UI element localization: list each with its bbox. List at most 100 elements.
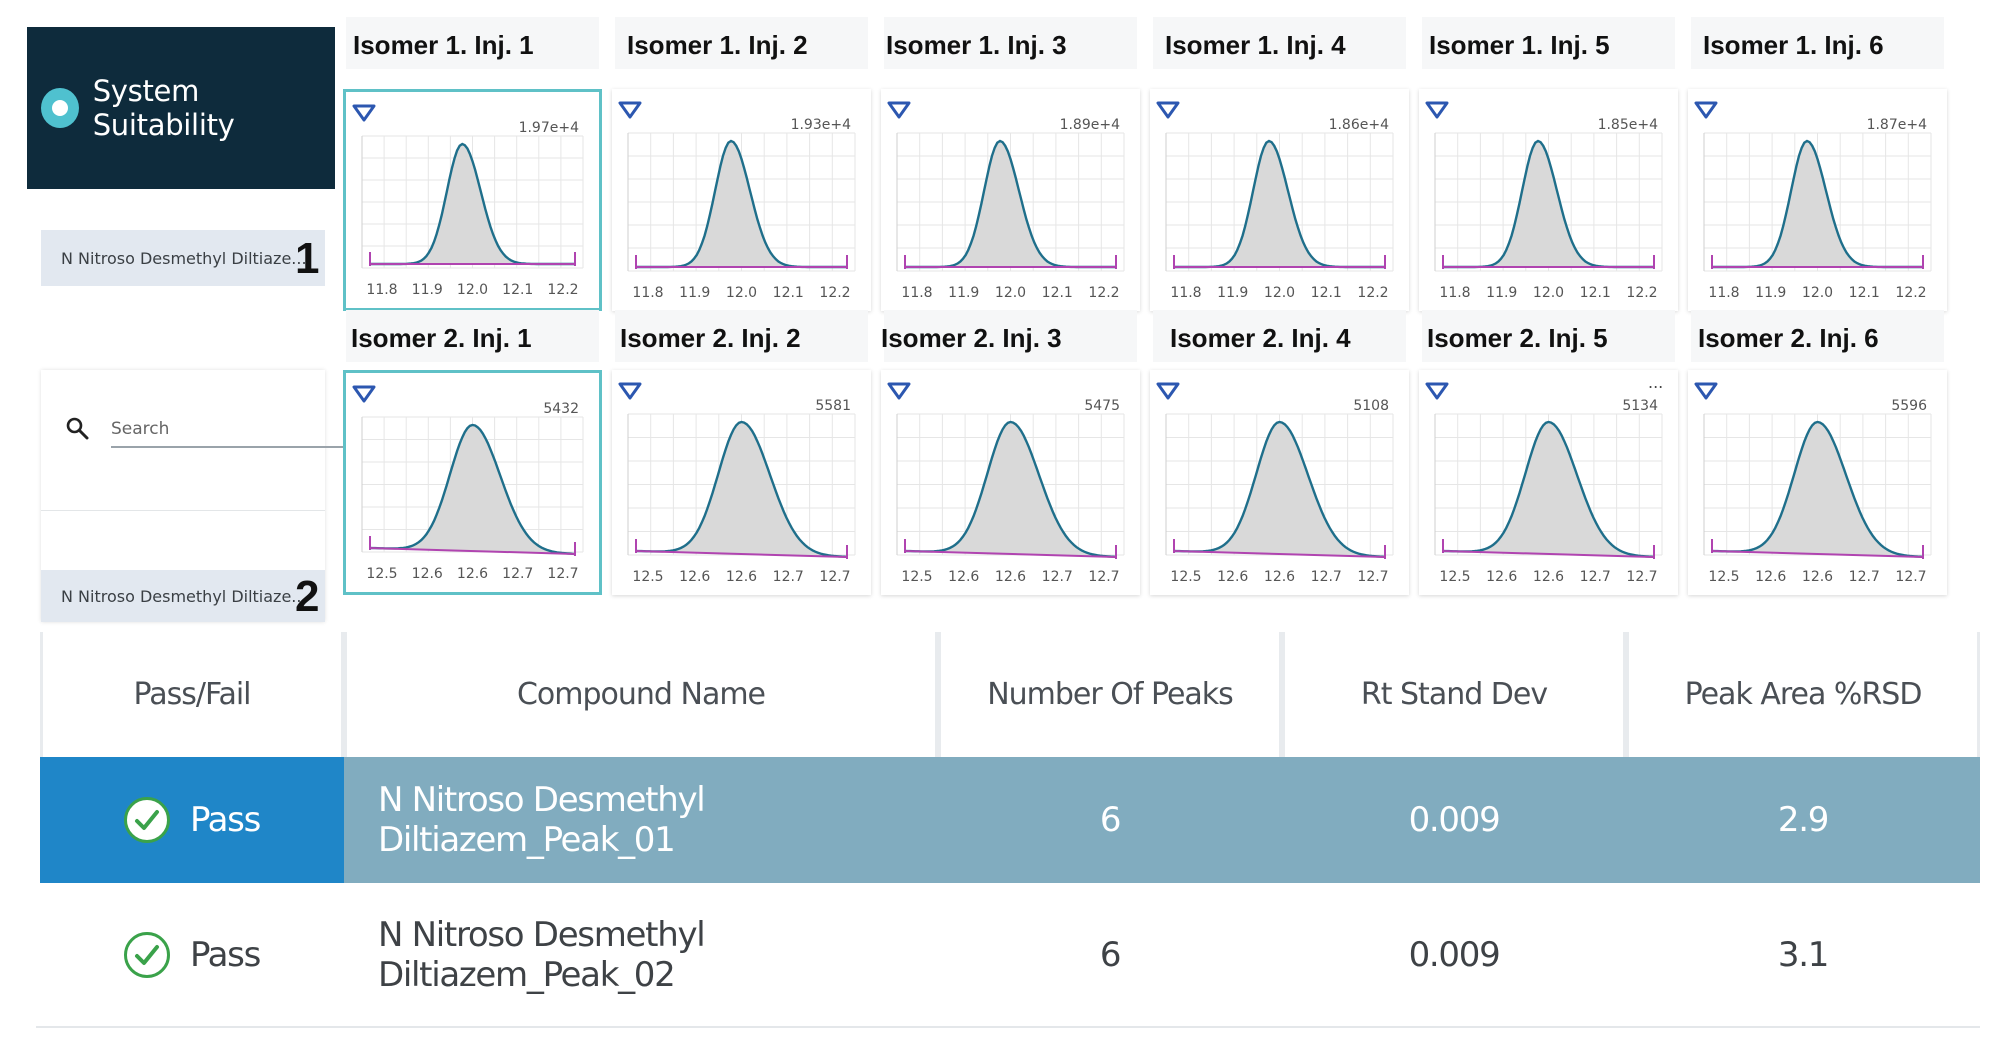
x-tick-label: 12.6 bbox=[1486, 569, 1517, 585]
x-tick-label: 12.7 bbox=[773, 569, 804, 585]
compound-marker-1: 1 bbox=[295, 234, 320, 283]
column-header-rt-stand-dev[interactable]: Rt Stand Dev bbox=[1282, 632, 1626, 757]
x-tick-label: 12.7 bbox=[1895, 569, 1926, 585]
more-options-icon[interactable]: ... bbox=[1648, 373, 1663, 392]
filter-triangle-icon[interactable] bbox=[1694, 382, 1718, 400]
chromatogram-chart: ... 5134 12.5 12.6 12.6 12.7 12.7 bbox=[1425, 373, 1663, 585]
radio-dot-icon[interactable] bbox=[41, 88, 79, 128]
y-max-label: 5432 bbox=[543, 401, 579, 417]
x-tick-label: 12.6 bbox=[457, 566, 488, 582]
y-max-label: 5596 bbox=[1891, 398, 1927, 414]
chromatogram-card[interactable]: 5475 12.5 12.6 12.6 12.7 12.7 bbox=[881, 370, 1140, 595]
filter-triangle-icon[interactable] bbox=[887, 382, 911, 400]
y-max-label: 1.93e+4 bbox=[791, 117, 852, 133]
chromatogram-card[interactable]: 1.89e+4 11.8 11.9 12.0 12.1 12.2 bbox=[881, 89, 1140, 311]
x-tick-label: 12.6 bbox=[1533, 569, 1564, 585]
y-max-label: 1.89e+4 bbox=[1060, 117, 1121, 133]
column-header-compound-name[interactable]: Compound Name bbox=[344, 632, 938, 757]
check-circle-icon bbox=[123, 797, 170, 843]
x-tick-label: 12.6 bbox=[1264, 569, 1295, 585]
y-max-label: 1.97e+4 bbox=[519, 120, 580, 136]
injection-title: Isomer 1. Inj. 5 bbox=[1429, 30, 1610, 60]
results-table: Pass/Fail Compound Name Number Of Peaks … bbox=[40, 632, 1980, 1032]
column-header-number-of-peaks[interactable]: Number Of Peaks bbox=[938, 632, 1282, 757]
x-tick-label: 12.6 bbox=[679, 569, 710, 585]
compound-marker-2: 2 bbox=[295, 572, 320, 621]
chromatogram-card[interactable]: 5581 12.5 12.6 12.6 12.7 12.7 bbox=[612, 370, 871, 595]
peak-trace bbox=[904, 420, 1117, 559]
peak-trace bbox=[369, 423, 576, 556]
chromatogram-card[interactable]: 1.85e+4 11.8 11.9 12.0 12.1 12.2 bbox=[1419, 89, 1678, 311]
chromatogram-chart: 1.97e+4 11.8 11.9 12.0 12.1 12.2 bbox=[352, 104, 584, 298]
injection-title: Isomer 2. Inj. 6 bbox=[1698, 323, 1879, 353]
compound-item-label: N Nitroso Desmethyl Diltiaze... bbox=[61, 248, 307, 268]
chart-header-strip bbox=[615, 310, 868, 362]
y-max-label: 1.87e+4 bbox=[1867, 117, 1928, 133]
x-tick-label: 11.8 bbox=[366, 282, 397, 298]
search-input[interactable] bbox=[111, 416, 345, 448]
x-tick-label: 12.6 bbox=[1217, 569, 1248, 585]
rt-stand-dev-cell: 0.009 bbox=[1282, 892, 1626, 1018]
x-tick-label: 12.5 bbox=[366, 566, 397, 582]
chart-header-strip bbox=[1422, 17, 1675, 69]
x-tick-label: 12.7 bbox=[1626, 569, 1657, 585]
x-tick-label: 11.8 bbox=[901, 285, 932, 301]
filter-triangle-icon[interactable] bbox=[1425, 101, 1449, 119]
filter-triangle-icon[interactable] bbox=[352, 104, 376, 122]
x-tick-label: 12.7 bbox=[502, 566, 533, 582]
x-tick-label: 12.1 bbox=[1849, 285, 1880, 301]
chromatogram-card[interactable]: 5108 12.5 12.6 12.6 12.7 12.7 bbox=[1150, 370, 1409, 595]
chromatogram-card[interactable]: 1.87e+4 11.8 11.9 12.0 12.1 12.2 bbox=[1688, 89, 1947, 311]
injection-title: Isomer 1. Inj. 3 bbox=[886, 30, 1067, 60]
x-tick-label: 12.7 bbox=[1311, 569, 1342, 585]
chart-header-strip bbox=[346, 310, 599, 362]
app-header: System Suitability bbox=[27, 27, 335, 189]
compound-list-item-1[interactable]: N Nitroso Desmethyl Diltiaze... bbox=[41, 230, 325, 286]
chromatogram-card[interactable]: ... 5134 12.5 12.6 12.6 12.7 12.7 bbox=[1419, 370, 1678, 595]
column-header-pass-fail[interactable]: Pass/Fail bbox=[40, 632, 344, 757]
check-circle-icon bbox=[123, 932, 170, 978]
y-max-label: 5475 bbox=[1084, 398, 1120, 414]
injection-title: Isomer 2. Inj. 1 bbox=[351, 323, 532, 353]
filter-triangle-icon[interactable] bbox=[1425, 382, 1449, 400]
filter-triangle-icon[interactable] bbox=[1156, 101, 1180, 119]
compound-list-item-2[interactable]: N Nitroso Desmethyl Diltiaze... bbox=[41, 570, 325, 622]
injection-title: Isomer 2. Inj. 3 bbox=[881, 323, 1062, 353]
search-icon bbox=[66, 417, 89, 440]
x-tick-label: 12.2 bbox=[819, 285, 850, 301]
chromatogram-chart: 1.89e+4 11.8 11.9 12.0 12.1 12.2 bbox=[887, 101, 1125, 301]
chromatogram-card[interactable]: 1.97e+4 11.8 11.9 12.0 12.1 12.2 bbox=[343, 89, 602, 311]
peak-trace bbox=[635, 420, 848, 559]
injection-title: Isomer 2. Inj. 4 bbox=[1170, 323, 1351, 353]
chromatogram-card[interactable]: 1.93e+4 11.8 11.9 12.0 12.1 12.2 bbox=[612, 89, 871, 311]
filter-triangle-icon[interactable] bbox=[887, 101, 911, 119]
chromatogram-card[interactable]: 1.86e+4 11.8 11.9 12.0 12.1 12.2 bbox=[1150, 89, 1409, 311]
x-tick-label: 12.0 bbox=[457, 282, 488, 298]
filter-triangle-icon[interactable] bbox=[618, 101, 642, 119]
status-text: Pass bbox=[189, 935, 261, 975]
x-tick-label: 12.1 bbox=[773, 285, 804, 301]
x-tick-label: 11.9 bbox=[1486, 285, 1517, 301]
chart-header-strip bbox=[884, 310, 1137, 362]
x-tick-label: 12.2 bbox=[1626, 285, 1657, 301]
chromatogram-chart: 1.93e+4 11.8 11.9 12.0 12.1 12.2 bbox=[618, 101, 856, 301]
chart-header-strip bbox=[346, 17, 599, 69]
column-header-peak-area-rsd[interactable]: Peak Area %RSD bbox=[1626, 632, 1980, 757]
table-row[interactable]: Pass N Nitroso Desmethyl Diltiazem_Peak_… bbox=[40, 892, 1980, 1018]
chart-header-strip bbox=[1691, 310, 1944, 362]
chromatogram-chart: 5108 12.5 12.6 12.6 12.7 12.7 bbox=[1156, 382, 1394, 585]
filter-triangle-icon[interactable] bbox=[1694, 101, 1718, 119]
x-tick-label: 12.2 bbox=[1357, 285, 1388, 301]
injection-title: Isomer 1. Inj. 4 bbox=[1165, 30, 1346, 60]
chromatogram-card[interactable]: 5596 12.5 12.6 12.6 12.7 12.7 bbox=[1688, 370, 1947, 595]
y-max-label: 5134 bbox=[1622, 398, 1658, 414]
table-row[interactable]: Pass N Nitroso Desmethyl Diltiazem_Peak_… bbox=[40, 757, 1980, 883]
filter-triangle-icon[interactable] bbox=[1156, 382, 1180, 400]
chromatogram-card[interactable]: 5432 12.5 12.6 12.6 12.7 12.7 bbox=[343, 370, 602, 595]
filter-triangle-icon[interactable] bbox=[352, 385, 376, 403]
x-tick-label: 12.0 bbox=[995, 285, 1026, 301]
filter-triangle-icon[interactable] bbox=[618, 382, 642, 400]
chromatogram-chart: 5581 12.5 12.6 12.6 12.7 12.7 bbox=[618, 382, 856, 585]
x-tick-label: 12.7 bbox=[1088, 569, 1119, 585]
pass-fail-cell: Pass bbox=[40, 757, 344, 883]
